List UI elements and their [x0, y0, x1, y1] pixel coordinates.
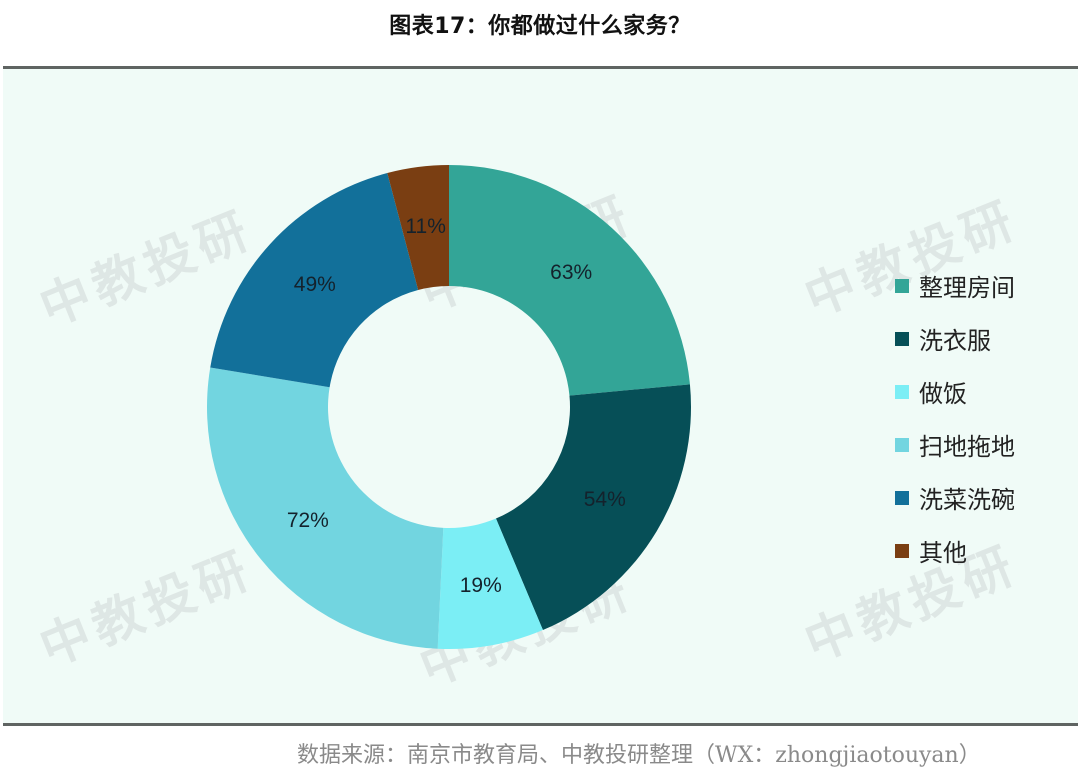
donut-slice — [206, 367, 444, 649]
plot-area: 中教投研 中教投研 中教投研 中教投研 中教投研 中教投研 63%54%19%7… — [3, 69, 1078, 723]
legend-swatch-icon — [895, 278, 909, 293]
slice-value-label: 63% — [550, 260, 593, 284]
donut-slice — [495, 384, 691, 631]
legend-label: 整理房间 — [919, 274, 1015, 302]
legend: 整理房间洗衣服做饭扫地拖地洗菜洗碗其他 — [895, 259, 1015, 577]
legend-label: 洗衣服 — [919, 327, 991, 355]
legend-label: 做饭 — [919, 380, 967, 408]
legend-swatch-icon — [895, 331, 909, 346]
slice-value-label: 49% — [293, 272, 336, 296]
slice-value-label: 54% — [583, 488, 626, 512]
bottom-divider — [3, 723, 1078, 726]
chart-title: 图表17：你都做过什么家务？ — [389, 14, 691, 39]
legend-swatch-icon — [895, 490, 909, 505]
slice-value-label: 72% — [286, 509, 329, 533]
legend-label: 洗菜洗碗 — [919, 486, 1015, 514]
legend-label: 扫地拖地 — [919, 433, 1015, 461]
donut-slice — [437, 518, 543, 650]
legend-swatch-icon — [895, 437, 909, 452]
donut-slice — [210, 173, 419, 388]
legend-item: 整理房间 — [895, 259, 1015, 312]
legend-swatch-icon — [895, 543, 909, 558]
slice-value-label: 19% — [459, 573, 502, 597]
legend-swatch-icon — [895, 384, 909, 399]
top-divider — [3, 66, 1078, 69]
legend-item: 做饭 — [895, 365, 1015, 418]
donut-slice — [449, 165, 690, 396]
source-note: 数据来源：南京市教育局、中教投研整理（WX：zhongjiaotouyan） — [297, 743, 981, 768]
slice-value-label: 11% — [405, 215, 446, 238]
legend-item: 扫地拖地 — [895, 418, 1015, 471]
legend-item: 洗菜洗碗 — [895, 471, 1015, 524]
legend-label: 其他 — [919, 539, 967, 567]
legend-item: 洗衣服 — [895, 312, 1015, 365]
donut-chart — [206, 165, 691, 650]
legend-item: 其他 — [895, 524, 1015, 577]
donut-slice — [387, 165, 449, 291]
